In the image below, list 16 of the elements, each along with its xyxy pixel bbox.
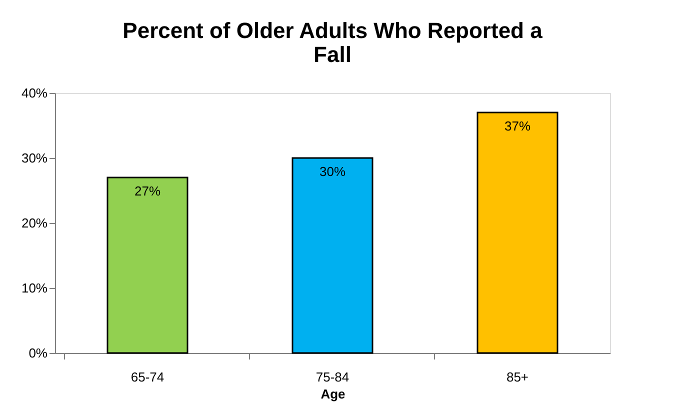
bar [106,176,188,354]
y-tick-label: 0% [28,346,48,360]
y-tick-label: 10% [21,280,48,296]
data-label: 37% [504,118,531,134]
y-tick-label: 40% [21,86,48,100]
x-tick-label: 75-84 [316,370,350,384]
bar [476,112,558,354]
chart-title: Percent of Older Adults Who Reported a Fall [122,18,544,67]
y-tick-label: 30% [21,150,48,166]
bar [292,157,374,354]
data-label: 30% [319,164,346,179]
x-axis-title: Age [320,386,346,402]
x-tick-label: 65-74 [130,370,164,384]
data-label: 27% [134,184,161,198]
y-tick-label: 20% [21,216,48,230]
x-tick-label: 85+ [506,370,529,384]
